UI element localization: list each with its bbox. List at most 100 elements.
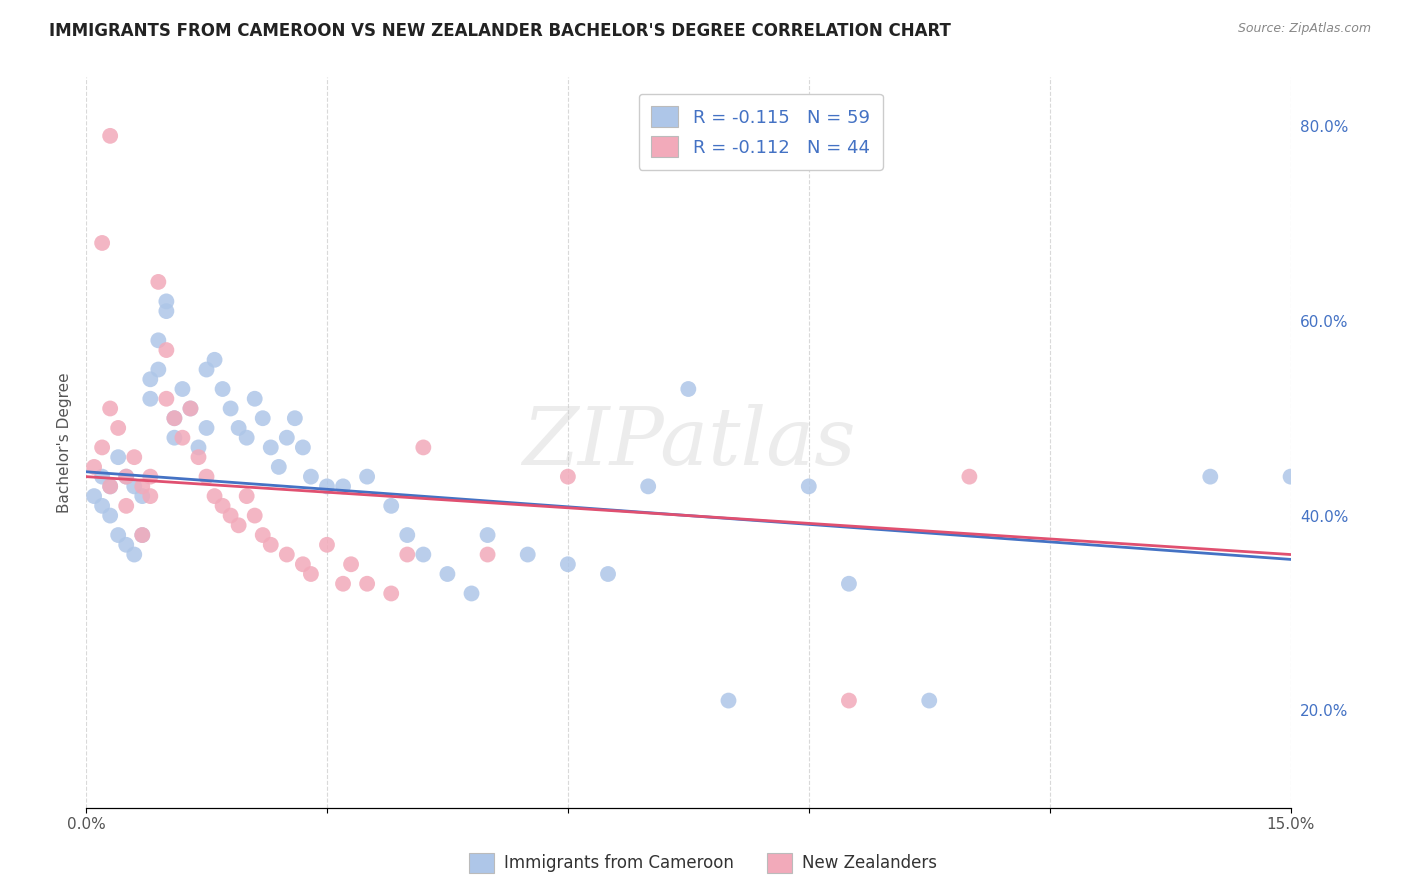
Legend: Immigrants from Cameroon, New Zealanders: Immigrants from Cameroon, New Zealanders [463,847,943,880]
Point [340,558,363,572]
Point [299,469,322,483]
Point [139,372,162,386]
Point [637,479,659,493]
Point [195,362,218,376]
Point [83,489,105,503]
Point [148,275,170,289]
Point [356,469,378,483]
Point [477,528,499,542]
Point [1279,469,1302,483]
Point [228,421,250,435]
Legend: R = -0.115   N = 59, R = -0.112   N = 44: R = -0.115 N = 59, R = -0.112 N = 44 [638,94,883,169]
Point [187,450,209,465]
Point [557,469,579,483]
Point [83,459,105,474]
Point [396,528,419,542]
Point [91,469,114,483]
Point [235,489,257,503]
Point [678,382,700,396]
Point [211,382,233,396]
Text: ZIPatlas: ZIPatlas [522,404,855,482]
Point [163,411,186,425]
Point [91,441,114,455]
Point [139,489,162,503]
Point [412,548,434,562]
Point [380,499,402,513]
Point [219,401,242,416]
Point [155,294,177,309]
Point [98,479,121,493]
Point [332,479,354,493]
Point [356,576,378,591]
Point [155,304,177,318]
Point [107,528,129,542]
Point [276,548,298,562]
Point [211,499,233,513]
Text: IMMIGRANTS FROM CAMEROON VS NEW ZEALANDER BACHELOR'S DEGREE CORRELATION CHART: IMMIGRANTS FROM CAMEROON VS NEW ZEALANDE… [49,22,950,40]
Point [235,431,257,445]
Point [98,401,121,416]
Point [122,479,145,493]
Point [155,392,177,406]
Point [284,411,307,425]
Point [838,576,860,591]
Point [267,459,290,474]
Point [252,528,274,542]
Point [195,421,218,435]
Point [115,499,138,513]
Point [260,441,283,455]
Point [596,566,619,581]
Point [299,566,322,581]
Point [139,392,162,406]
Point [477,548,499,562]
Point [139,469,162,483]
Point [412,441,434,455]
Point [179,401,201,416]
Point [332,576,354,591]
Point [291,441,314,455]
Point [91,235,114,250]
Point [131,489,153,503]
Point [98,128,121,143]
Point [204,352,226,367]
Point [557,558,579,572]
Point [276,431,298,445]
Point [131,479,153,493]
Point [148,362,170,376]
Point [260,538,283,552]
Point [316,479,339,493]
Point [243,392,266,406]
Point [122,450,145,465]
Point [115,538,138,552]
Point [228,518,250,533]
Point [797,479,820,493]
Point [396,548,419,562]
Point [107,450,129,465]
Point [98,479,121,493]
Point [918,693,941,707]
Point [115,469,138,483]
Point [195,469,218,483]
Point [187,441,209,455]
Point [291,558,314,572]
Point [717,693,740,707]
Point [148,334,170,348]
Point [131,528,153,542]
Point [838,693,860,707]
Y-axis label: Bachelor's Degree: Bachelor's Degree [58,372,72,513]
Point [957,469,980,483]
Point [172,431,194,445]
Point [115,469,138,483]
Point [122,548,145,562]
Point [172,382,194,396]
Point [219,508,242,523]
Point [179,401,201,416]
Point [243,508,266,523]
Point [316,538,339,552]
Point [155,343,177,357]
Point [252,411,274,425]
Point [163,431,186,445]
Point [91,499,114,513]
Point [107,421,129,435]
Point [204,489,226,503]
